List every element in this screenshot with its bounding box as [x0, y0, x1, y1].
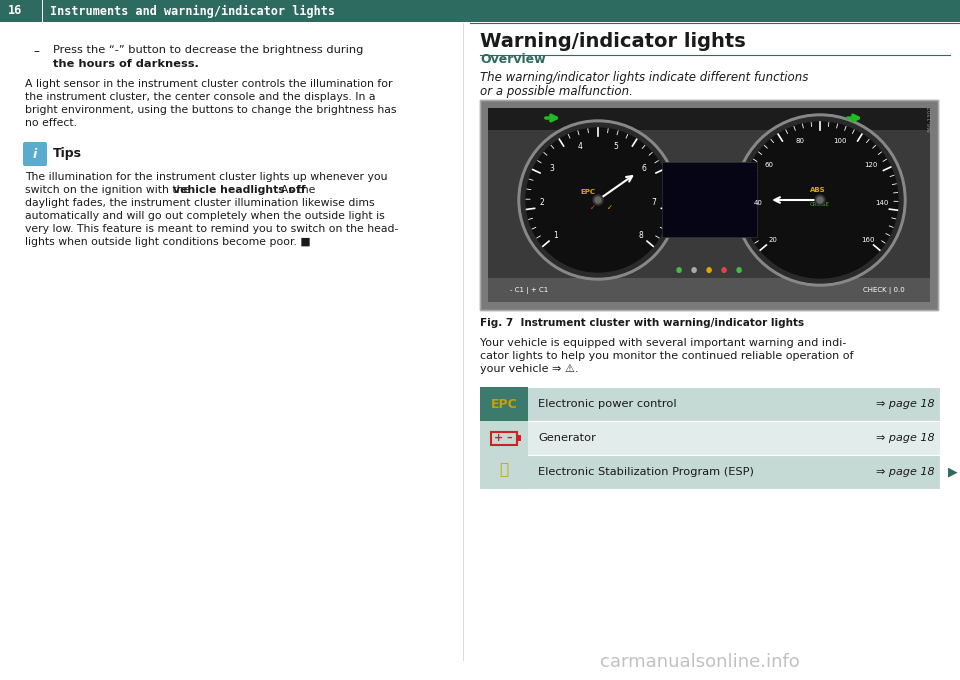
Bar [517, 435, 521, 441]
Text: Electronic power control: Electronic power control [538, 399, 677, 409]
Text: Overview: Overview [480, 53, 545, 66]
Text: no effect.: no effect. [25, 118, 77, 128]
Text: Electronic Stabilization Program (ESP): Electronic Stabilization Program (ESP) [538, 467, 754, 477]
Text: ABS: ABS [810, 187, 826, 193]
Text: ⬤: ⬤ [736, 267, 742, 273]
Circle shape [737, 117, 903, 283]
Text: Fig. 7  Instrument cluster with warning/indicator lights: Fig. 7 Instrument cluster with warning/i… [480, 318, 804, 328]
Text: Press the “-” button to decrease the brightness during: Press the “-” button to decrease the bri… [53, 45, 364, 55]
Text: 100: 100 [833, 138, 847, 144]
Text: 1: 1 [553, 231, 558, 241]
Text: the hours of darkness.: the hours of darkness. [53, 59, 199, 69]
Text: 8: 8 [638, 231, 643, 241]
Text: 40: 40 [754, 200, 762, 206]
Text: . As the: . As the [275, 185, 316, 195]
Text: 80: 80 [796, 138, 804, 144]
Circle shape [595, 197, 601, 203]
Text: A light sensor in the instrument cluster controls the illumination for: A light sensor in the instrument cluster… [25, 79, 393, 89]
Text: ⬤: ⬤ [721, 267, 727, 273]
Bar [488, 108, 930, 302]
Text: 140: 140 [876, 200, 889, 206]
Text: ⇒ page 18: ⇒ page 18 [876, 399, 935, 409]
Text: +: + [494, 433, 503, 443]
Text: automatically and will go out completely when the outside light is: automatically and will go out completely… [25, 211, 385, 221]
Text: Tips: Tips [53, 148, 82, 160]
Text: 120: 120 [865, 162, 877, 168]
Circle shape [521, 123, 675, 277]
Text: ⬤: ⬤ [706, 267, 712, 273]
Bar [480, 100, 938, 310]
Text: bright environment, using the buttons to change the brightness has: bright environment, using the buttons to… [25, 105, 396, 115]
Text: Instruments and warning/indicator lights: Instruments and warning/indicator lights [50, 5, 335, 18]
Text: vehicle headlights off: vehicle headlights off [173, 185, 305, 195]
Text: your vehicle ⇒ ⚠.: your vehicle ⇒ ⚠. [480, 364, 579, 374]
Text: The warning/indicator lights indicate different functions: The warning/indicator lights indicate di… [480, 71, 808, 84]
Text: ⛹: ⛹ [499, 462, 509, 477]
Text: 16: 16 [8, 5, 22, 18]
Bar [0, 0, 42, 22]
Text: 4: 4 [578, 142, 583, 152]
Bar [480, 387, 528, 421]
Bar [480, 455, 940, 489]
Text: 3: 3 [549, 164, 554, 173]
Text: i: i [33, 148, 37, 160]
Text: switch on the ignition with the: switch on the ignition with the [25, 185, 194, 195]
Circle shape [742, 122, 898, 278]
Text: - C1 | + C1: - C1 | + C1 [510, 286, 548, 294]
Text: ⬤: ⬤ [676, 267, 682, 273]
Text: ⇒ page 18: ⇒ page 18 [876, 433, 935, 443]
Bar [480, 421, 528, 455]
FancyBboxPatch shape [23, 142, 47, 166]
Bar [488, 130, 930, 302]
Text: –: – [33, 45, 38, 58]
Text: 846-1307: 846-1307 [928, 105, 933, 131]
Text: The illumination for the instrument cluster lights up whenever you: The illumination for the instrument clus… [25, 172, 388, 182]
Text: lights when outside light conditions become poor. ■: lights when outside light conditions bec… [25, 237, 311, 247]
Text: carmanualsonline.info: carmanualsonline.info [600, 653, 800, 671]
Text: ✓: ✓ [607, 205, 612, 211]
Bar [480, 100, 938, 310]
Text: ✓: ✓ [590, 205, 596, 211]
Circle shape [734, 114, 906, 286]
Bar [0, 0, 960, 22]
Text: 2: 2 [540, 199, 544, 207]
Text: Generator: Generator [538, 433, 596, 443]
Circle shape [815, 195, 825, 205]
Circle shape [526, 128, 670, 272]
Text: ⇒ page 18: ⇒ page 18 [876, 467, 935, 477]
Bar [491, 432, 517, 445]
Circle shape [518, 120, 678, 280]
Text: 160: 160 [861, 237, 875, 243]
Text: the instrument cluster, the center console and the displays. In a: the instrument cluster, the center conso… [25, 92, 375, 102]
Text: ⬤: ⬤ [691, 267, 697, 273]
Text: cator lights to help you monitor the continued reliable operation of: cator lights to help you monitor the con… [480, 351, 853, 361]
Text: 60: 60 [764, 162, 773, 168]
Bar [488, 278, 930, 302]
Text: or a possible malfunction.: or a possible malfunction. [480, 85, 633, 98]
Text: very low. This feature is meant to remind you to switch on the head-: very low. This feature is meant to remin… [25, 224, 398, 234]
Text: daylight fades, the instrument cluster illumination likewise dims: daylight fades, the instrument cluster i… [25, 198, 374, 208]
Bar [662, 162, 757, 237]
Text: EPC: EPC [491, 398, 517, 411]
Text: Warning/indicator lights: Warning/indicator lights [480, 32, 746, 51]
Bar [480, 455, 528, 489]
Text: –: – [506, 433, 512, 443]
Circle shape [593, 195, 603, 205]
Bar [480, 421, 940, 455]
Text: 6: 6 [642, 164, 647, 173]
Circle shape [817, 197, 823, 203]
Text: ▶: ▶ [948, 466, 958, 479]
Text: EPC: EPC [580, 189, 595, 195]
Text: CRUISE: CRUISE [810, 203, 830, 207]
Bar [480, 387, 940, 421]
Text: 20: 20 [768, 237, 777, 243]
Text: Your vehicle is equipped with several important warning and indi-: Your vehicle is equipped with several im… [480, 338, 847, 348]
Text: 7: 7 [652, 199, 657, 207]
Text: CHECK | 0.0: CHECK | 0.0 [863, 286, 904, 294]
Text: 5: 5 [613, 142, 618, 152]
